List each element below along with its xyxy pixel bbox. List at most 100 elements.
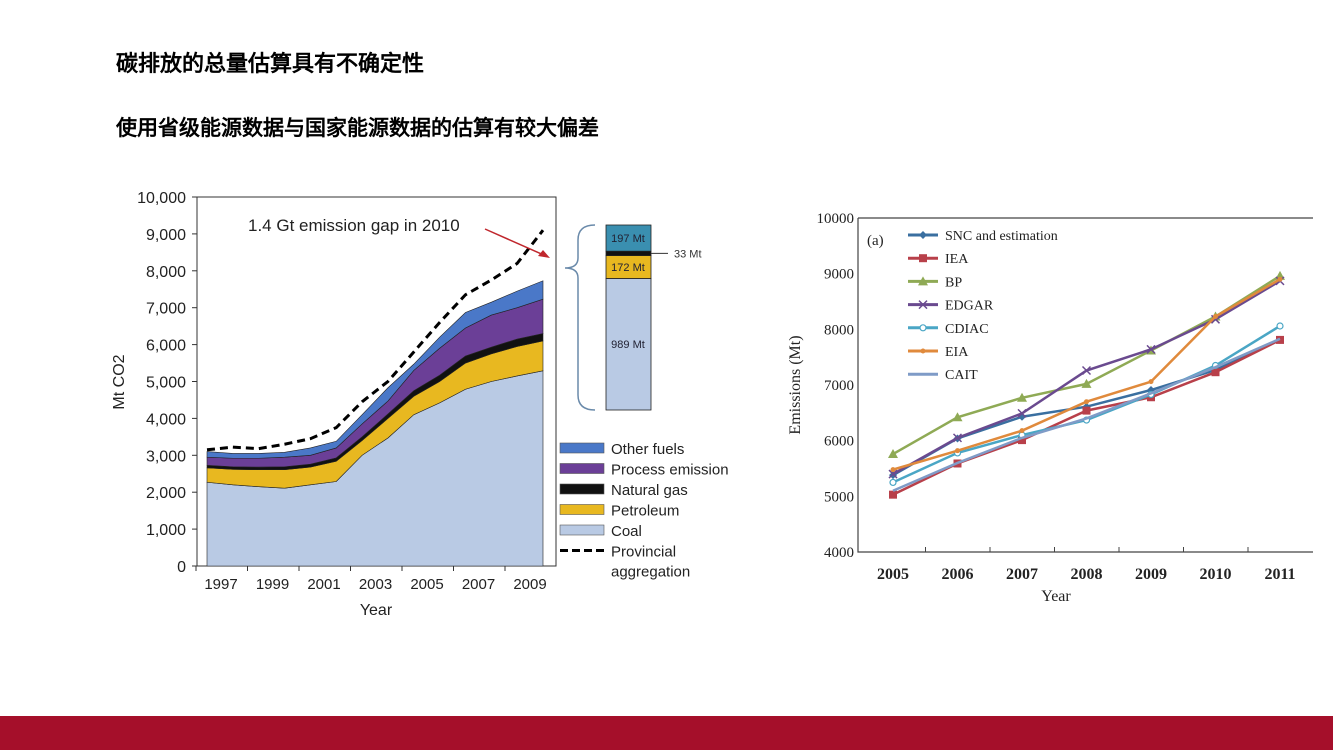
gap-segment-label: 33 Mt xyxy=(674,248,702,260)
y-tick-label: 10,000 xyxy=(137,190,186,207)
data-point xyxy=(1213,314,1218,320)
data-point xyxy=(1017,408,1027,418)
data-point xyxy=(952,433,963,443)
data-point xyxy=(1082,406,1091,415)
x-tick-label: 2007 xyxy=(1006,566,1038,583)
legend-label: EDGAR xyxy=(945,299,994,314)
data-point xyxy=(889,478,897,487)
legend-marker-icon xyxy=(918,276,928,286)
legend-marker-icon xyxy=(919,324,927,332)
legend-swatch xyxy=(559,483,605,495)
x-tick-label: 2009 xyxy=(513,576,546,593)
y-tick-label: 8000 xyxy=(824,322,854,338)
x-tick-label: 2001 xyxy=(307,576,340,593)
gap-segment xyxy=(605,250,652,256)
data-point xyxy=(952,412,963,422)
legend-label: EIA xyxy=(945,345,969,360)
legend-label: CDIAC xyxy=(945,322,989,337)
slide-subtitle: 使用省级能源数据与国家能源数据的估算有较大偏差 xyxy=(116,116,599,140)
legend-marker-icon xyxy=(919,254,927,263)
legend-label: Petroleum xyxy=(611,503,679,520)
stacked-area-chart: 0 1,000 2,000 3,000 4,000 5,000 6,000 7,000 8,00… xyxy=(111,190,729,619)
x-tick-label: 2009 xyxy=(1135,566,1167,583)
y-tick-label: 5,000 xyxy=(146,375,186,392)
legend-label: Natural gas xyxy=(611,482,688,499)
data-point xyxy=(1211,368,1220,377)
data-point xyxy=(1018,412,1026,421)
footer-bar xyxy=(0,716,1333,750)
data-point xyxy=(955,448,960,454)
gap-segment xyxy=(605,224,652,252)
data-point xyxy=(1146,344,1156,354)
legend-swatch xyxy=(559,524,605,536)
data-point xyxy=(889,490,897,499)
x-tick-label: 2006 xyxy=(942,566,974,583)
x-tick-label: 2005 xyxy=(877,566,909,583)
gap-segment-label: 172 Mt xyxy=(611,262,645,274)
legend-swatch xyxy=(559,504,605,515)
data-point xyxy=(1084,399,1089,405)
data-point xyxy=(1081,378,1092,388)
y-tick-label: 6000 xyxy=(824,434,854,450)
plot-frame xyxy=(196,196,557,567)
x-tick-label: 1999 xyxy=(256,576,289,593)
gap-segment-label: 989 Mt xyxy=(611,339,645,351)
legend-label: Coal xyxy=(611,523,642,540)
x-axis-label: Year xyxy=(1041,588,1071,605)
gap-segment-label: 197 Mt xyxy=(611,233,645,245)
legend-label: BP xyxy=(945,275,962,290)
area-other-fuels xyxy=(206,280,544,459)
data-point xyxy=(1276,322,1284,330)
legend-marker-icon xyxy=(919,231,927,239)
data-point xyxy=(1017,392,1027,402)
x-tick-label: 2005 xyxy=(410,576,443,593)
y-tick-label: 6,000 xyxy=(146,338,186,355)
legend-label: IEA xyxy=(945,252,969,267)
data-point xyxy=(1277,276,1283,282)
legend-marker-icon xyxy=(920,348,926,354)
legend-marker-icon xyxy=(918,300,928,310)
arrow-head-icon xyxy=(538,250,550,258)
y-tick-label: 10000 xyxy=(817,211,855,227)
legend-label: Provincial aggregation xyxy=(611,544,690,581)
panel-label: (a) xyxy=(867,233,884,249)
data-point xyxy=(1210,314,1221,324)
legend-label: Other fuels xyxy=(611,441,684,458)
series-line-cait xyxy=(892,337,1281,492)
data-point xyxy=(1148,379,1154,385)
y-tick-label: 5000 xyxy=(824,489,854,505)
line-chart: 4000 5000 6000 7000 8000 9000 10000 2005 2006 200… xyxy=(787,211,1313,605)
x-tick-label: 2011 xyxy=(1264,566,1295,583)
y-tick-label: 7000 xyxy=(824,378,854,394)
data-point xyxy=(888,449,898,459)
y-tick-label: 4000 xyxy=(824,545,854,561)
data-point xyxy=(888,469,898,479)
x-tick-label: 1997 xyxy=(204,576,237,593)
y-tick-label: 0 xyxy=(177,559,186,576)
x-tick-label: 2007 xyxy=(462,576,495,593)
x-tick-label: 2008 xyxy=(1071,566,1103,583)
provincial-aggregation-line xyxy=(206,229,545,452)
data-point xyxy=(1018,436,1026,445)
y-tick-label: 1,000 xyxy=(146,522,186,539)
x-tick-label: 2010 xyxy=(1200,566,1232,583)
y-tick-label: 8,000 xyxy=(146,264,186,281)
x-tick-label: 2003 xyxy=(359,576,392,593)
slide-title: 碳排放的总量估算具有不确定性 xyxy=(116,52,425,77)
data-point xyxy=(1081,365,1092,376)
data-point xyxy=(1019,428,1025,434)
x-axis-label: Year xyxy=(360,602,393,619)
legend-label: CAIT xyxy=(945,368,978,383)
gap-annotation: 1.4 Gt emission gap in 2010 xyxy=(248,216,460,235)
legend-label: SNC and estimation xyxy=(945,229,1058,244)
legend-label: Process emission xyxy=(611,462,729,479)
y-tick-label: 9000 xyxy=(824,267,854,283)
y-tick-label: 7,000 xyxy=(146,301,186,318)
legend-swatch xyxy=(559,442,605,454)
plot-frame xyxy=(857,217,1313,553)
y-tick-label: 2,000 xyxy=(146,485,186,502)
y-axis-label: Mt CO2 xyxy=(111,354,128,409)
data-point xyxy=(1147,386,1155,395)
y-tick-label: 3,000 xyxy=(146,448,186,465)
y-axis-label: Emissions (Mt) xyxy=(787,335,804,434)
